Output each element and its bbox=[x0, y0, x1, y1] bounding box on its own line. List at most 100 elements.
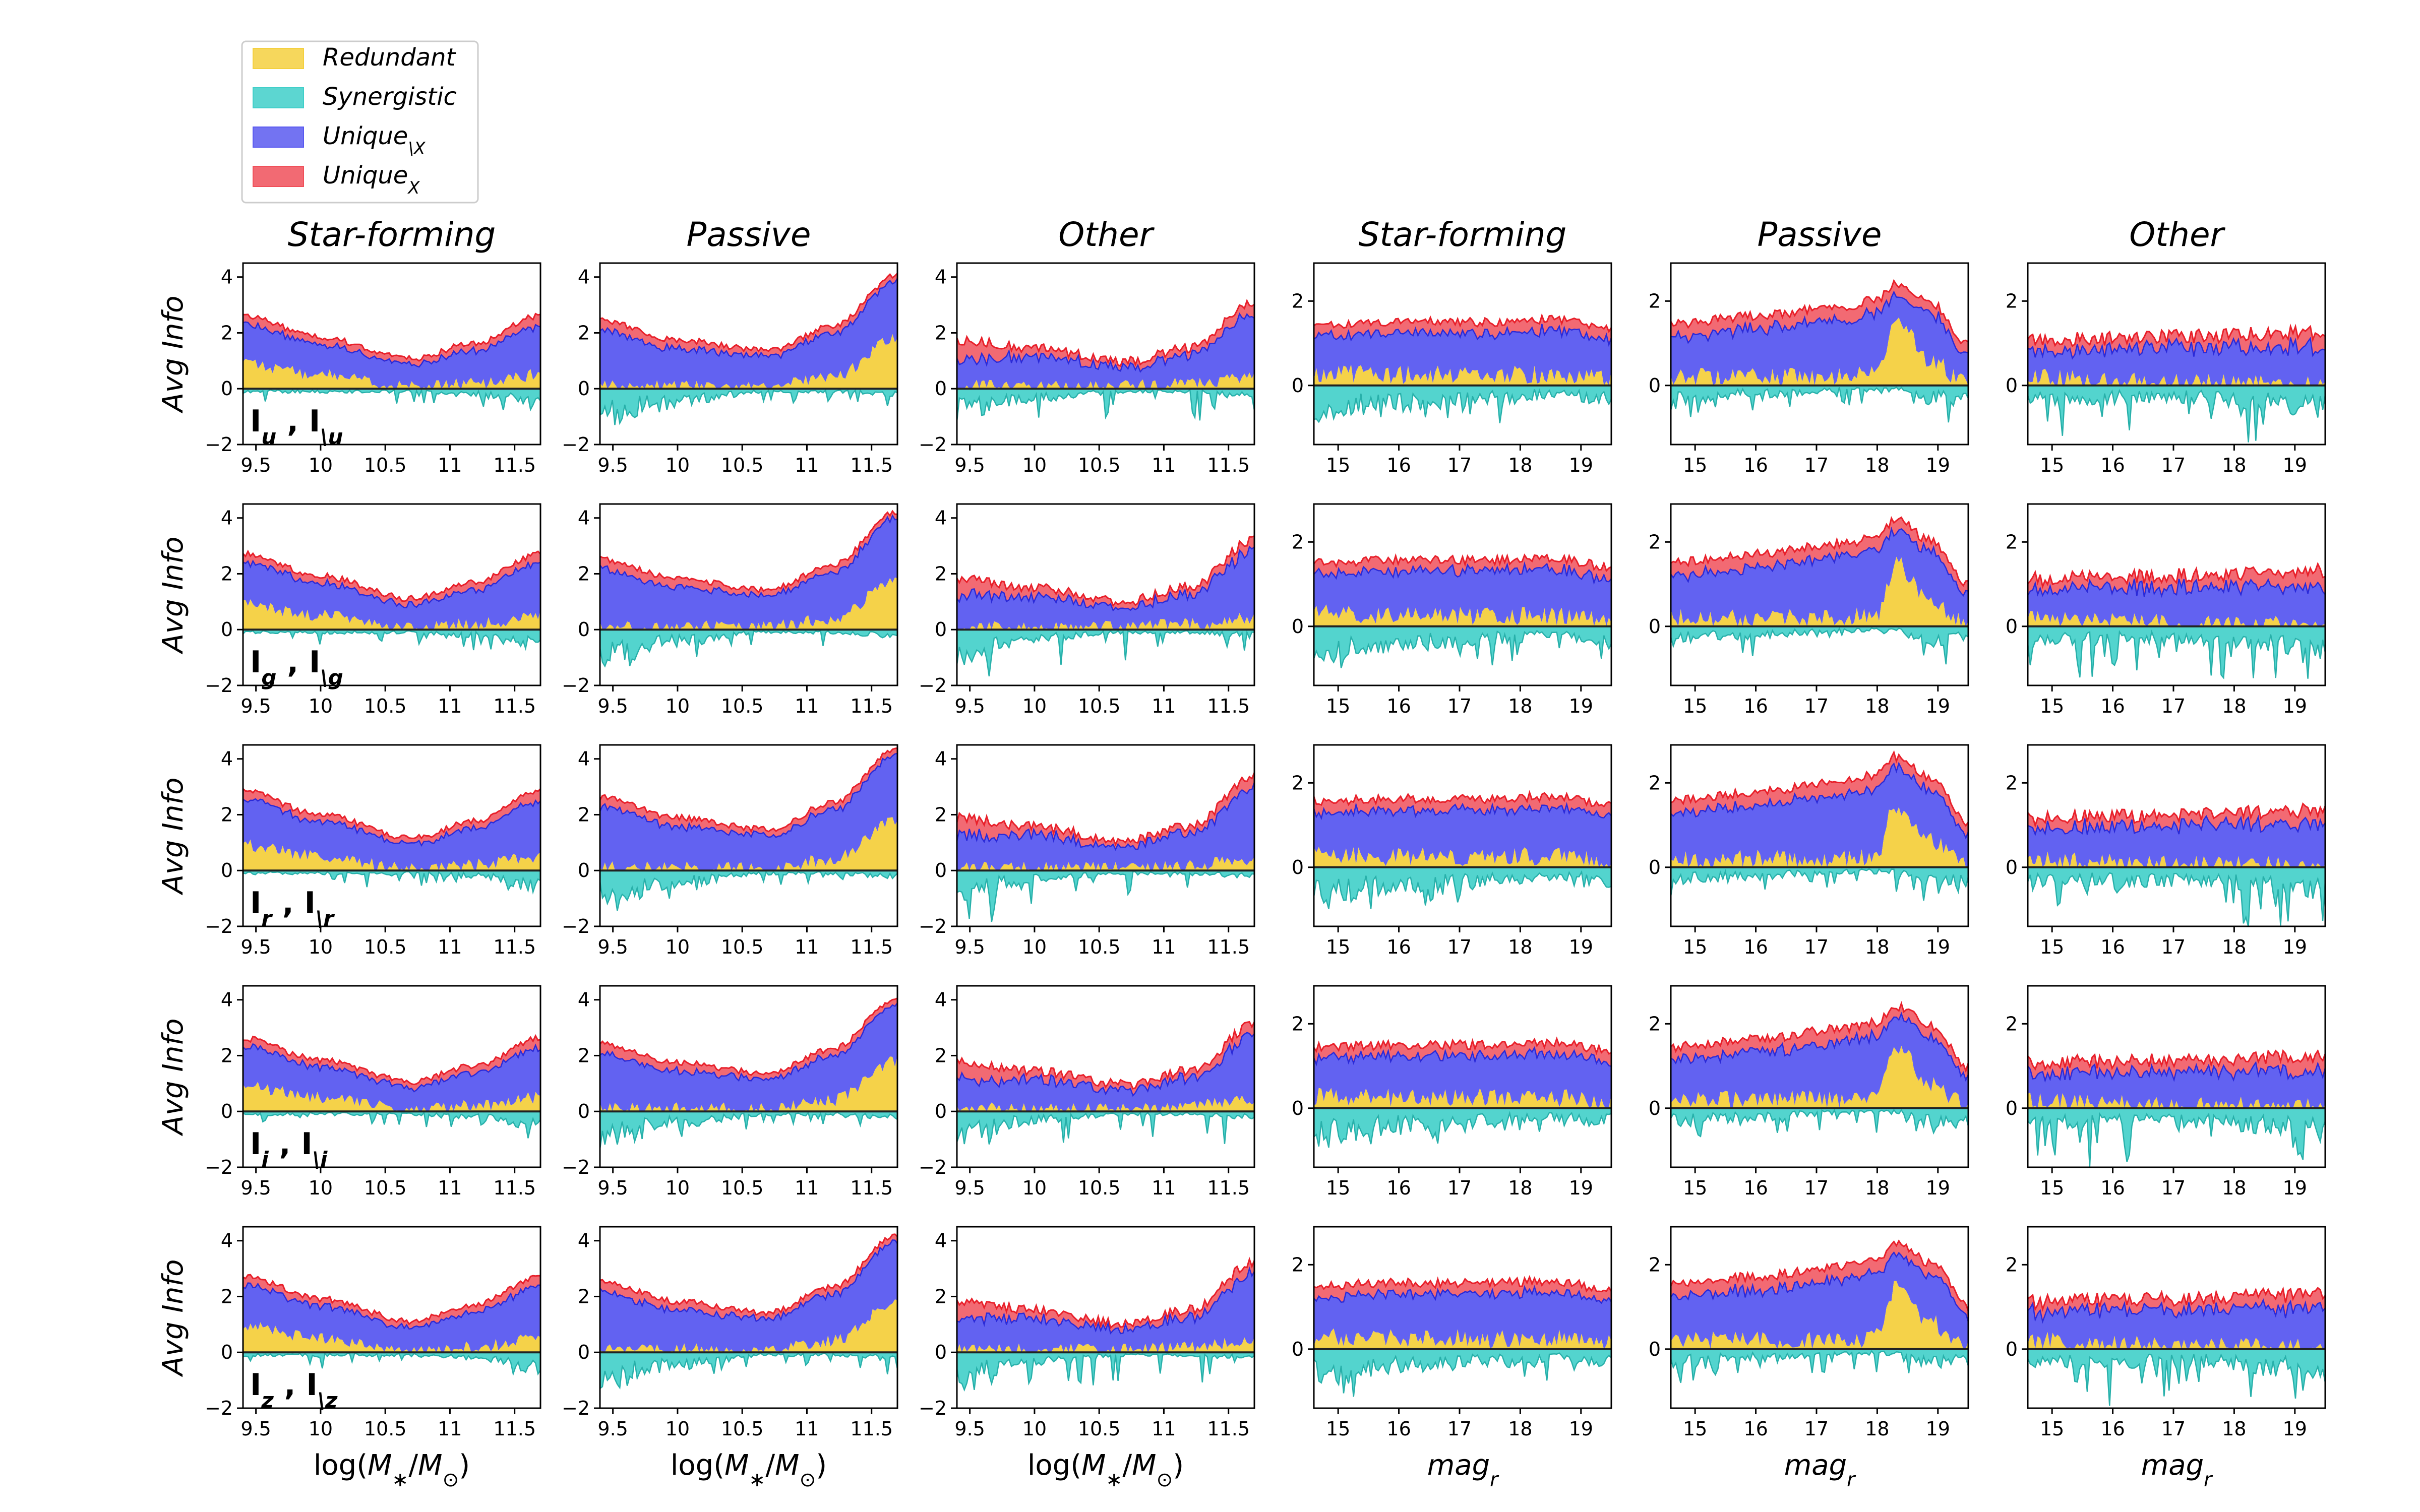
x-tick-label: 19 bbox=[1569, 1418, 1593, 1440]
series-synergistic-area bbox=[600, 1352, 897, 1389]
series-total-line bbox=[1671, 1239, 1968, 1311]
series-synergistic-line bbox=[1671, 1108, 1968, 1138]
series-synergistic-area bbox=[2028, 1108, 2325, 1167]
y-tick-label: −2 bbox=[205, 915, 233, 937]
y-tick-label: 4 bbox=[578, 266, 590, 288]
y-tick-label: 2 bbox=[1649, 772, 1661, 794]
x-tick-label: 9.5 bbox=[597, 1418, 628, 1440]
x-tick-label: 11 bbox=[795, 454, 819, 476]
x-tick-label: 17 bbox=[2161, 936, 2186, 958]
x-tick-label: 18 bbox=[2222, 1177, 2246, 1199]
series-unique-notX-area bbox=[243, 799, 540, 871]
y-tick-label: 0 bbox=[1292, 374, 1304, 397]
series-unique-notX-line bbox=[1314, 561, 1611, 585]
y-tick-label: 0 bbox=[1649, 615, 1661, 638]
x-tick-label: 19 bbox=[1926, 936, 1950, 958]
legend-frame bbox=[241, 40, 479, 204]
plot-area bbox=[1314, 790, 1611, 909]
series-redundant-area bbox=[1671, 318, 1968, 386]
series-synergistic-area bbox=[1314, 1108, 1611, 1148]
series-uniqueX-area bbox=[1314, 1038, 1611, 1066]
y-tick-label: 2 bbox=[578, 562, 590, 585]
series-unique-notX-area bbox=[1671, 1014, 1968, 1108]
series-unique-notX-line bbox=[243, 1282, 540, 1330]
x-tick-label: 11 bbox=[795, 1177, 819, 1199]
series-synergistic-area bbox=[1314, 867, 1611, 909]
series-redundant-area bbox=[600, 1055, 897, 1112]
y-tick-label: −2 bbox=[205, 674, 233, 697]
series-synergistic-line bbox=[1314, 1352, 1611, 1397]
legend-entry-0: Redundant bbox=[253, 43, 457, 72]
series-uniqueX-area bbox=[957, 300, 1254, 372]
x-tick-label: 15 bbox=[1683, 1418, 1707, 1440]
series-unique-notX-area bbox=[1314, 563, 1611, 626]
x-tick-label: 10.5 bbox=[1078, 454, 1121, 476]
y-tick-label: 4 bbox=[578, 1230, 590, 1252]
panel-g-3: 0 2 15 16 17 18 19 bbox=[1292, 503, 1612, 717]
panel-frame bbox=[2027, 985, 2326, 1168]
series-unique-notX-area bbox=[957, 1032, 1254, 1112]
series-unique-notX-area bbox=[2028, 337, 2325, 386]
plot-area bbox=[243, 1274, 540, 1376]
x-tick-label: 11 bbox=[438, 695, 462, 717]
series-total-line bbox=[1314, 1275, 1611, 1293]
y-tick-label: 4 bbox=[578, 989, 590, 1011]
x-tick-label: 17 bbox=[1804, 1418, 1829, 1440]
series-total-line bbox=[957, 535, 1254, 607]
series-unique-notX-area bbox=[2028, 1300, 2325, 1349]
y-tick-label: 0 bbox=[935, 377, 947, 400]
band-label: Ii , I\i bbox=[250, 1126, 328, 1172]
plot-area bbox=[957, 772, 1254, 922]
y-tick-label: 4 bbox=[578, 507, 590, 529]
y-tick-label: 0 bbox=[1292, 615, 1304, 638]
y-tick-label: 2 bbox=[935, 1285, 947, 1307]
x-tick-label: 19 bbox=[1569, 1177, 1593, 1199]
row-ylabel: Avg Info bbox=[157, 778, 190, 896]
panel-frame bbox=[956, 985, 1255, 1168]
series-total-line bbox=[957, 1256, 1254, 1330]
series-synergistic-line bbox=[600, 1111, 897, 1150]
x-tick-label: 10 bbox=[1022, 1418, 1047, 1440]
plot-area bbox=[2028, 1049, 2325, 1167]
x-tick-label: 19 bbox=[2283, 936, 2307, 958]
panel-frame bbox=[1670, 985, 1969, 1168]
y-tick-label: 0 bbox=[221, 1100, 233, 1122]
panel-frame bbox=[599, 1226, 898, 1409]
x-tick-label: 15 bbox=[1326, 936, 1350, 958]
row-ylabel: Avg Info bbox=[157, 537, 190, 655]
panel-frame bbox=[1313, 1226, 1612, 1409]
series-uniqueX-area bbox=[243, 788, 540, 846]
x-tick-label: 17 bbox=[1804, 454, 1829, 476]
y-tick-label: 2 bbox=[578, 1285, 590, 1307]
series-uniqueX-area bbox=[957, 1259, 1254, 1334]
y-tick-label: 4 bbox=[221, 1230, 233, 1252]
column-title: Passive bbox=[1757, 215, 1882, 254]
series-synergistic-line bbox=[600, 389, 897, 425]
x-tick-label: 17 bbox=[2161, 1418, 2186, 1440]
y-tick-label: 0 bbox=[578, 1341, 590, 1363]
series-redundant-area bbox=[957, 1095, 1254, 1112]
series-unique-notX-line bbox=[1671, 526, 1968, 597]
y-tick-label: 2 bbox=[221, 322, 233, 344]
series-synergistic-area bbox=[600, 1111, 897, 1149]
x-tick-label: 15 bbox=[1326, 1177, 1350, 1199]
x-tick-label: 17 bbox=[1804, 1177, 1829, 1199]
panel-frame bbox=[2027, 503, 2326, 686]
x-tick-label: 10.5 bbox=[721, 1177, 764, 1199]
y-tick-label: 4 bbox=[221, 507, 233, 529]
series-unique-notX-line bbox=[1671, 762, 1968, 840]
x-tick-label: 18 bbox=[1865, 1177, 1889, 1199]
panel-frame bbox=[599, 262, 898, 446]
series-total-line bbox=[243, 312, 540, 362]
panel-frame bbox=[1670, 262, 1969, 446]
series-synergistic-area bbox=[243, 629, 540, 650]
x-axis-label: magr bbox=[1784, 1449, 1856, 1491]
panel-r-3: 0 2 15 16 17 18 19 bbox=[1292, 744, 1612, 958]
series-synergistic-line bbox=[243, 1111, 540, 1139]
series-unique-notX-line bbox=[1314, 1046, 1611, 1067]
series-unique-notX-area bbox=[600, 753, 897, 871]
y-tick-label: 0 bbox=[578, 618, 590, 641]
panel-frame bbox=[2027, 1226, 2326, 1409]
series-uniqueX-area bbox=[243, 1275, 540, 1329]
